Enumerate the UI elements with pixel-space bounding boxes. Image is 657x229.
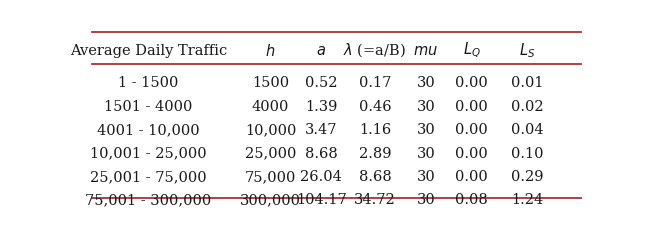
Text: 1 - 1500: 1 - 1500 xyxy=(118,76,179,90)
Text: 104.17: 104.17 xyxy=(296,192,347,206)
Text: 10,001 - 25,000: 10,001 - 25,000 xyxy=(90,146,207,160)
Text: $a$: $a$ xyxy=(317,44,327,57)
Text: 30: 30 xyxy=(417,146,435,160)
Text: $h$: $h$ xyxy=(265,42,276,58)
Text: $L_Q$: $L_Q$ xyxy=(463,41,480,60)
Text: 2.89: 2.89 xyxy=(359,146,391,160)
Text: 0.00: 0.00 xyxy=(455,123,488,136)
Text: 300,000: 300,000 xyxy=(240,192,301,206)
Text: 1.16: 1.16 xyxy=(359,123,391,136)
Text: 0.01: 0.01 xyxy=(511,76,544,90)
Text: 30: 30 xyxy=(417,76,435,90)
Text: 0.46: 0.46 xyxy=(359,99,391,113)
Text: 26.04: 26.04 xyxy=(300,169,342,183)
Text: 30: 30 xyxy=(417,99,435,113)
Text: 1.24: 1.24 xyxy=(512,192,544,206)
Text: 0.00: 0.00 xyxy=(455,76,488,90)
Text: 1500: 1500 xyxy=(252,76,289,90)
Text: 4001 - 10,000: 4001 - 10,000 xyxy=(97,123,200,136)
Text: 8.68: 8.68 xyxy=(359,169,392,183)
Text: 1501 - 4000: 1501 - 4000 xyxy=(104,99,193,113)
Text: Average Daily Traffic: Average Daily Traffic xyxy=(70,44,227,57)
Text: 0.52: 0.52 xyxy=(306,76,338,90)
Text: 0.00: 0.00 xyxy=(455,169,488,183)
Text: 30: 30 xyxy=(417,192,435,206)
Text: 0.02: 0.02 xyxy=(511,99,544,113)
Text: $mu$: $mu$ xyxy=(413,44,438,57)
Text: 30: 30 xyxy=(417,123,435,136)
Text: 0.00: 0.00 xyxy=(455,146,488,160)
Text: 25,001 - 75,000: 25,001 - 75,000 xyxy=(90,169,207,183)
Text: 75,001 - 300,000: 75,001 - 300,000 xyxy=(85,192,212,206)
Text: 25,000: 25,000 xyxy=(245,146,296,160)
Text: 8.68: 8.68 xyxy=(305,146,338,160)
Text: 34.72: 34.72 xyxy=(354,192,396,206)
Text: 4000: 4000 xyxy=(252,99,289,113)
Text: 0.00: 0.00 xyxy=(455,99,488,113)
Text: 0.17: 0.17 xyxy=(359,76,391,90)
Text: 0.10: 0.10 xyxy=(511,146,544,160)
Text: 0.04: 0.04 xyxy=(511,123,544,136)
Text: 75,000: 75,000 xyxy=(245,169,296,183)
Text: 0.08: 0.08 xyxy=(455,192,488,206)
Text: 1.39: 1.39 xyxy=(306,99,338,113)
Text: 30: 30 xyxy=(417,169,435,183)
Text: $L_S$: $L_S$ xyxy=(520,41,536,60)
Text: $\lambda$ (=a/B): $\lambda$ (=a/B) xyxy=(344,42,407,59)
Text: 10,000: 10,000 xyxy=(245,123,296,136)
Text: 3.47: 3.47 xyxy=(306,123,338,136)
Text: 0.29: 0.29 xyxy=(511,169,544,183)
